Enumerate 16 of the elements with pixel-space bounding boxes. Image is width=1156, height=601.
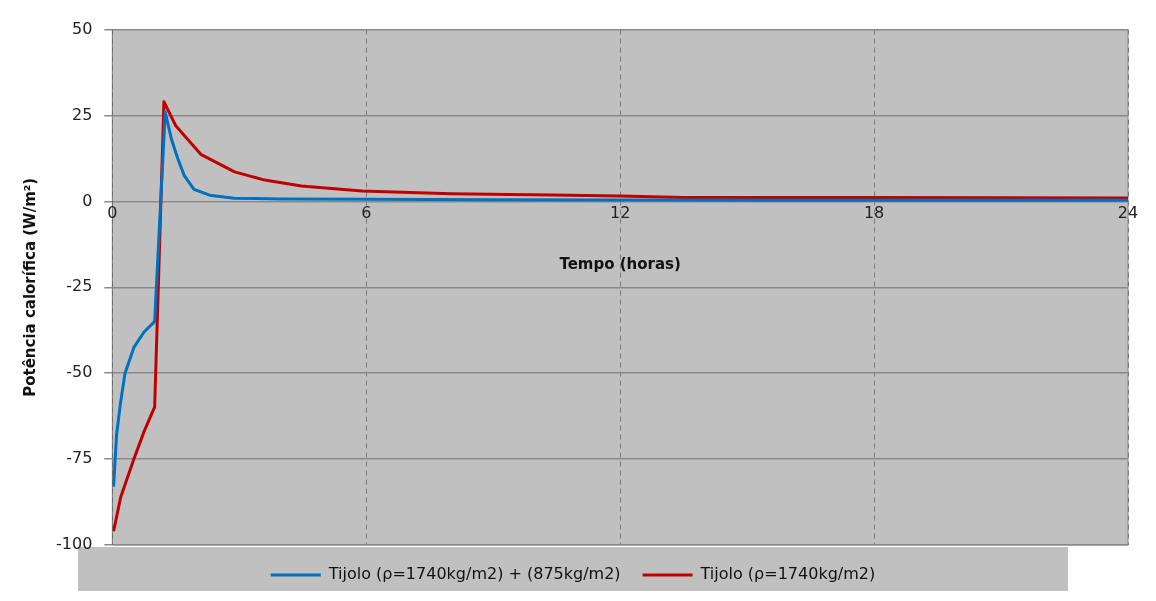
legend-label: Tijolo (ρ=1740kg/m2) + (875kg/m2) [327, 564, 621, 584]
y-tick-label: -100 [56, 534, 93, 554]
y-tick-label: -50 [66, 362, 93, 382]
x-tick-label: 18 [863, 203, 885, 223]
y-tick-label: -25 [66, 276, 93, 296]
y-axis-title: Potência calorífica (W/m²) [20, 177, 39, 397]
x-tick-label: 24 [1117, 203, 1139, 223]
x-tick-label: 0 [107, 203, 118, 223]
x-axis-title: Tempo (horas) [559, 255, 681, 274]
y-tick-label: 50 [71, 18, 93, 38]
y-tick-label: 0 [82, 190, 93, 210]
x-tick-label: 12 [609, 203, 631, 223]
y-tick-label: -75 [66, 448, 93, 468]
x-tick-label: 6 [361, 203, 372, 223]
y-tick-label: 25 [71, 104, 93, 124]
legend-label: Tijolo (ρ=1740kg/m2) [699, 564, 876, 584]
